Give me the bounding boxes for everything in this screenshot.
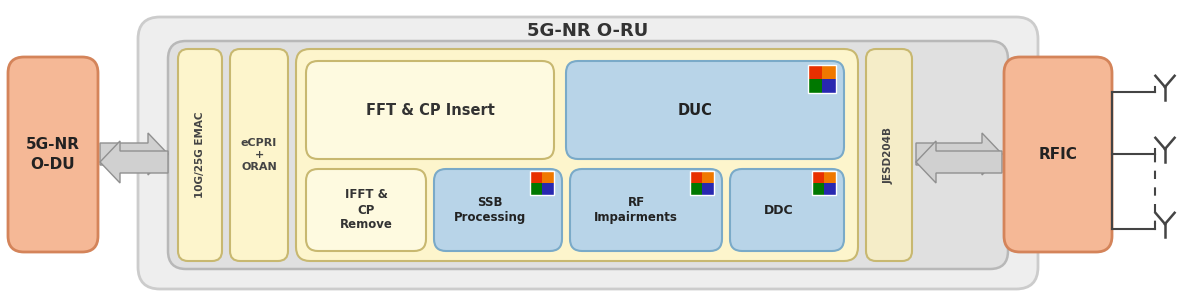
FancyBboxPatch shape — [296, 49, 858, 261]
Text: DDC: DDC — [764, 204, 794, 216]
FancyArrow shape — [916, 133, 1002, 175]
Text: JESD204B: JESD204B — [884, 126, 894, 184]
Bar — [824, 183, 836, 195]
Text: 5G-NR O-RU: 5G-NR O-RU — [527, 22, 649, 40]
FancyBboxPatch shape — [178, 49, 222, 261]
Bar — [812, 171, 824, 183]
Bar — [812, 183, 824, 195]
FancyArrow shape — [916, 141, 1002, 183]
Bar — [808, 65, 822, 79]
FancyBboxPatch shape — [306, 169, 426, 251]
FancyBboxPatch shape — [434, 169, 562, 251]
FancyBboxPatch shape — [8, 57, 98, 252]
Text: RF
Impairments: RF Impairments — [594, 196, 678, 224]
Bar — [812, 171, 836, 195]
Text: SSB
Processing: SSB Processing — [454, 196, 526, 224]
Bar — [822, 65, 836, 79]
Text: 10G/25G EMAC: 10G/25G EMAC — [196, 112, 205, 198]
FancyBboxPatch shape — [566, 61, 844, 159]
Bar — [530, 171, 542, 183]
Text: 5G-NR
O-DU: 5G-NR O-DU — [26, 137, 80, 172]
Bar — [824, 171, 836, 183]
Text: DUC: DUC — [678, 103, 713, 118]
Text: eCPRI
+
ORAN: eCPRI + ORAN — [241, 138, 277, 172]
Text: FFT & CP Insert: FFT & CP Insert — [366, 103, 494, 118]
FancyBboxPatch shape — [306, 61, 554, 159]
FancyBboxPatch shape — [138, 17, 1038, 289]
Bar — [542, 171, 554, 183]
Bar — [702, 183, 714, 195]
Bar — [690, 171, 714, 195]
Bar — [690, 171, 702, 183]
Bar — [808, 65, 836, 93]
Bar — [822, 79, 836, 93]
Text: IFFT &
CP
Remove: IFFT & CP Remove — [340, 188, 392, 231]
Bar — [702, 171, 714, 183]
FancyArrow shape — [100, 141, 168, 183]
FancyBboxPatch shape — [168, 41, 1008, 269]
FancyArrow shape — [100, 133, 168, 175]
FancyBboxPatch shape — [730, 169, 844, 251]
FancyBboxPatch shape — [230, 49, 288, 261]
Bar — [808, 79, 822, 93]
Bar — [530, 183, 542, 195]
FancyBboxPatch shape — [570, 169, 722, 251]
Text: RFIC: RFIC — [1038, 147, 1078, 162]
FancyBboxPatch shape — [866, 49, 912, 261]
Bar — [530, 171, 554, 195]
FancyBboxPatch shape — [1004, 57, 1112, 252]
Bar — [690, 183, 702, 195]
Bar — [542, 183, 554, 195]
